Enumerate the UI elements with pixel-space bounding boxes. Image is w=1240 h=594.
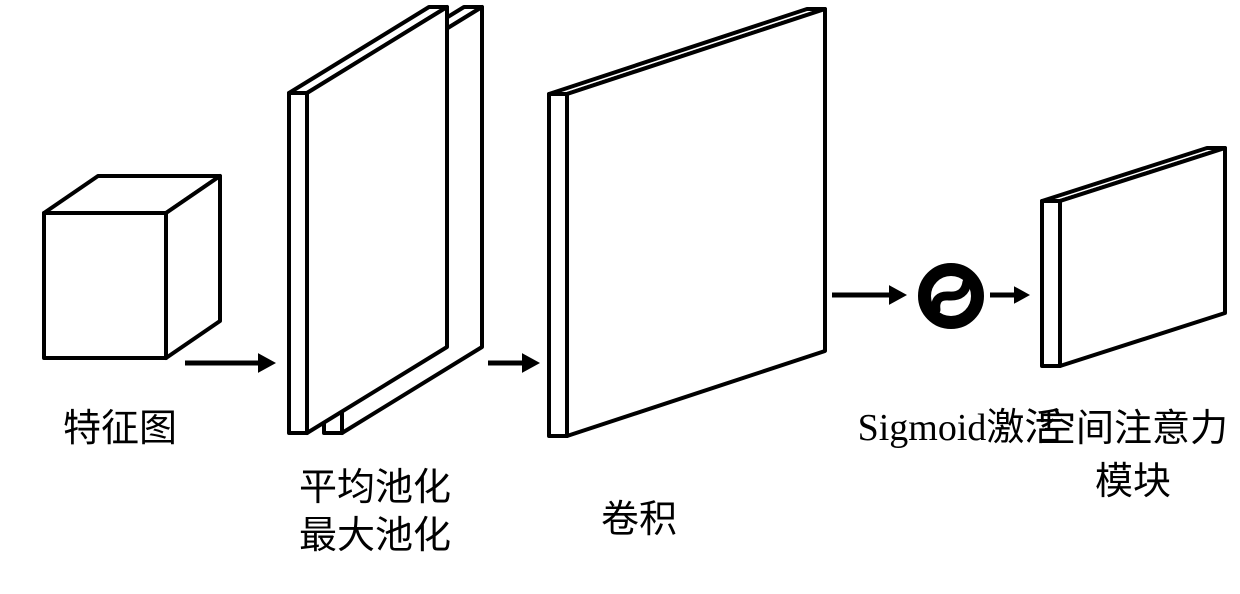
conv-label: 卷积 [601, 499, 677, 541]
pool-label-1: 平均池化 [299, 467, 451, 509]
output-label-2: 模块 [1095, 461, 1171, 503]
pool-label-2: 最大池化 [299, 515, 451, 557]
output-label-1: 空间注意力 [1038, 408, 1228, 450]
sigmoid-label: Sigmoid激活 [858, 407, 1063, 449]
sigmoid-icon [925, 270, 978, 323]
feature-map-label: 特征图 [63, 408, 177, 450]
